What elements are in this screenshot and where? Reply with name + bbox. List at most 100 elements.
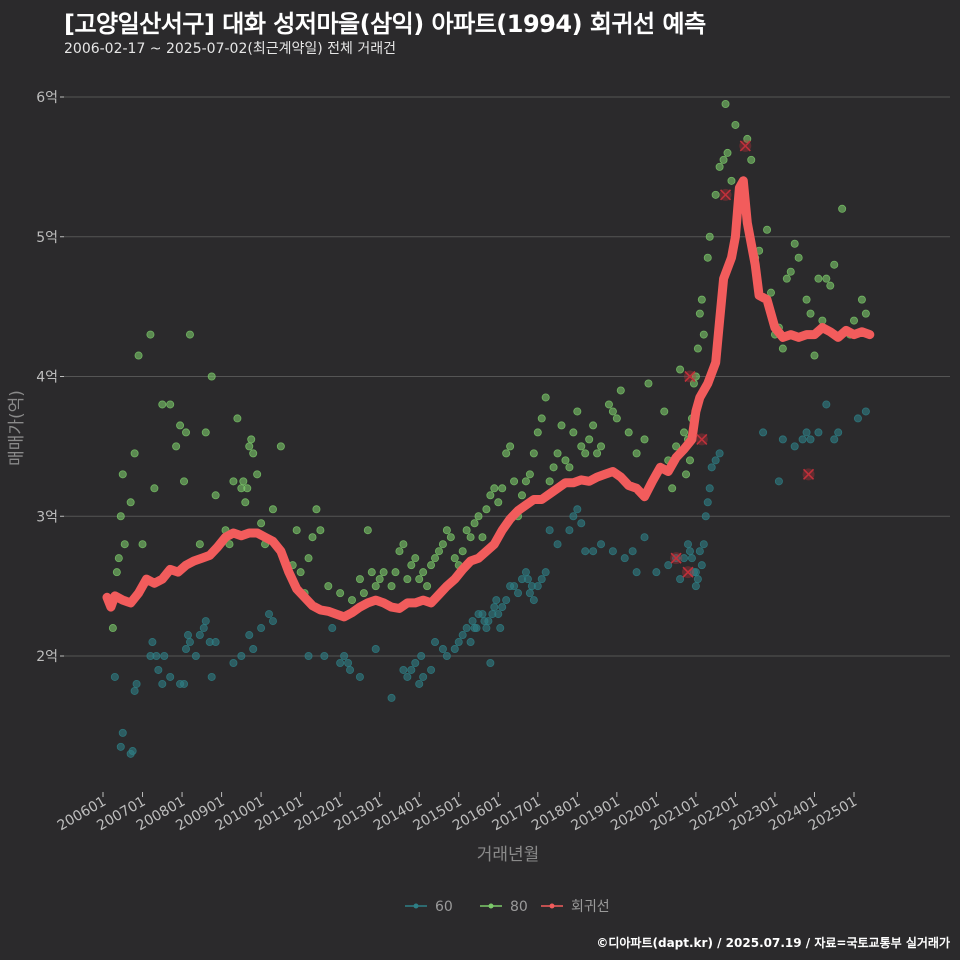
point-series-60	[431, 638, 440, 647]
point-series-60	[468, 617, 477, 626]
point-series-80	[312, 505, 321, 514]
y-tick-label: 2억	[36, 649, 58, 665]
point-series-60	[569, 512, 578, 521]
point-series-60	[160, 652, 169, 661]
point-series-80	[276, 442, 285, 451]
point-series-60	[415, 679, 424, 688]
point-series-80	[672, 442, 681, 451]
point-series-80	[766, 288, 775, 297]
point-series-80	[112, 568, 121, 577]
point-series-80	[608, 407, 617, 416]
point-series-60	[691, 582, 700, 591]
point-series-80	[134, 351, 143, 360]
point-series-60	[589, 547, 598, 556]
point-series-80	[525, 470, 534, 479]
point-series-60	[152, 652, 161, 661]
data-points	[108, 99, 870, 758]
point-series-80	[838, 204, 847, 213]
point-series-60	[545, 526, 554, 535]
point-series-80	[450, 554, 459, 563]
y-tick-label: 3억	[36, 509, 58, 525]
point-series-60	[195, 631, 204, 640]
point-series-80	[239, 477, 248, 486]
point-series-60	[245, 631, 254, 640]
point-series-80	[668, 484, 677, 493]
point-series-60	[182, 645, 191, 654]
point-series-60	[705, 484, 714, 493]
point-series-60	[116, 742, 125, 751]
point-series-80	[494, 498, 503, 507]
point-series-60	[486, 658, 495, 667]
point-series-80	[521, 477, 530, 486]
point-series-60	[498, 603, 507, 612]
point-series-80	[158, 400, 167, 409]
point-series-60	[541, 568, 550, 577]
y-tick-label: 4억	[36, 370, 58, 386]
legend-label: 80	[510, 899, 528, 915]
point-series-80	[355, 575, 364, 584]
point-series-60	[191, 652, 200, 661]
point-series-60	[683, 540, 692, 549]
point-series-60	[355, 672, 364, 681]
point-series-60	[790, 442, 799, 451]
point-series-80	[166, 400, 175, 409]
point-series-60	[462, 624, 471, 633]
legend-swatch-point	[488, 903, 494, 909]
point-series-60	[154, 665, 163, 674]
point-series-80	[695, 309, 704, 318]
point-series-80	[644, 379, 653, 388]
point-series-60	[685, 547, 694, 556]
point-series-80	[703, 253, 712, 262]
point-series-60	[265, 610, 274, 619]
point-series-60	[328, 624, 337, 633]
point-series-60	[199, 624, 208, 633]
highlighted-points	[670, 139, 815, 579]
point-series-60	[454, 638, 463, 647]
point-series-80	[395, 547, 404, 556]
point-series-60	[438, 645, 447, 654]
chart-subtitle: 2006-02-17 ~ 2025-07-02(최근계약일) 전체 거래건	[64, 41, 396, 57]
point-series-80	[367, 568, 376, 577]
point-series-80	[229, 477, 238, 486]
point-series-80	[711, 190, 720, 199]
point-series-60	[523, 575, 532, 584]
point-series-60	[597, 540, 606, 549]
point-series-80	[201, 428, 210, 437]
point-series-60	[466, 638, 475, 647]
point-series-60	[211, 638, 220, 647]
point-series-80	[308, 533, 317, 542]
point-series-80	[699, 330, 708, 339]
point-series-60	[387, 693, 396, 702]
point-series-80	[176, 421, 185, 430]
point-series-80	[431, 554, 440, 563]
point-series-60	[652, 568, 661, 577]
point-series-80	[172, 442, 181, 451]
point-series-60	[573, 505, 582, 514]
point-series-80	[482, 505, 491, 514]
point-series-60	[632, 568, 641, 577]
point-series-80	[593, 449, 602, 458]
legend-label: 회귀선	[571, 899, 610, 915]
legend-item: 회귀선	[541, 899, 610, 915]
regression-line-path	[102, 176, 875, 622]
point-series-80	[138, 540, 147, 549]
point-series-60	[180, 679, 189, 688]
point-series-80	[359, 589, 368, 598]
point-series-80	[604, 400, 613, 409]
x-axis-title: 거래년월	[477, 845, 540, 865]
point-series-60	[774, 477, 783, 486]
point-series-80	[490, 484, 499, 493]
point-series-60	[185, 638, 194, 647]
point-series-80	[292, 526, 301, 535]
point-series-60	[344, 658, 353, 667]
point-series-60	[417, 652, 426, 661]
point-series-80	[660, 407, 669, 416]
legend-swatch-point	[549, 903, 555, 909]
point-series-60	[472, 624, 481, 633]
point-series-60	[608, 547, 617, 556]
point-series-60	[529, 596, 538, 605]
point-series-80	[537, 414, 546, 423]
point-series-80	[391, 568, 400, 577]
point-series-80	[108, 624, 117, 633]
point-series-60	[478, 610, 487, 619]
